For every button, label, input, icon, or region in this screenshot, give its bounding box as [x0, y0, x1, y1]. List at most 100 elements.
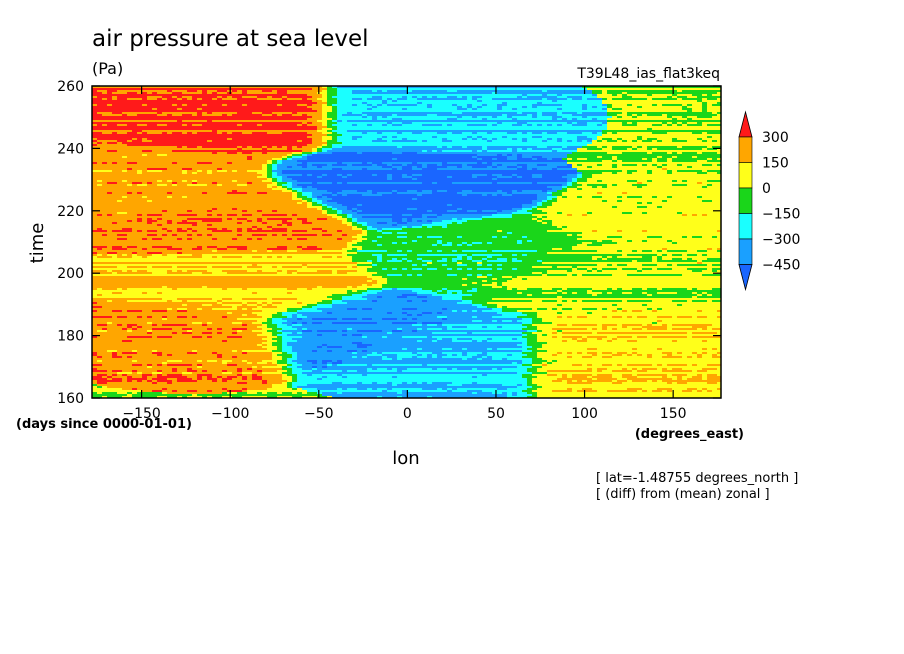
field-cell [102, 124, 107, 127]
field-cell [662, 324, 667, 327]
field-cell [612, 132, 617, 135]
field-cell [232, 328, 247, 331]
field-cell [262, 380, 267, 383]
field-cell [482, 262, 542, 265]
field-cell [702, 214, 707, 217]
field-cell [492, 164, 497, 167]
field-cell [152, 378, 167, 381]
field-cell [122, 374, 127, 377]
field-cell [272, 266, 277, 269]
field-cell [617, 324, 622, 327]
field-cell [427, 250, 432, 253]
field-cell [272, 164, 277, 167]
field-cell [272, 358, 282, 361]
field-cell [532, 362, 542, 365]
field-cell [587, 268, 592, 271]
field-cell [622, 94, 627, 97]
field-cell [427, 226, 432, 229]
field-cell [282, 328, 297, 331]
field-cell [537, 354, 552, 357]
field-cell [437, 214, 442, 217]
field-cell [642, 310, 652, 313]
field-cell [652, 336, 687, 339]
field-cell [567, 118, 572, 121]
field-cell [512, 394, 517, 397]
field-cell [492, 92, 497, 95]
field-cell [577, 178, 587, 181]
field-cell [147, 92, 152, 95]
field-cell [457, 250, 462, 253]
field-cell [322, 174, 327, 177]
field-cell [692, 332, 717, 335]
field-cell [197, 224, 207, 227]
field-cell [127, 144, 307, 147]
field-cell [217, 92, 227, 95]
field-cell [492, 162, 567, 165]
field-cell [572, 380, 577, 383]
field-cell [552, 148, 562, 151]
field-cell [702, 200, 712, 203]
field-cell [637, 376, 662, 379]
field-cell [417, 356, 427, 359]
field-cell [682, 304, 721, 307]
field-cell [192, 224, 197, 227]
field-cell [667, 200, 702, 203]
field-cell [482, 138, 487, 141]
field-cell [657, 292, 677, 295]
field-cell [387, 98, 392, 101]
field-cell [647, 170, 652, 173]
field-cell [577, 122, 587, 125]
field-cell [447, 226, 557, 229]
field-cell [717, 368, 721, 371]
field-cell [462, 354, 467, 357]
field-cell [402, 132, 412, 135]
field-cell [687, 166, 692, 169]
field-cell [612, 256, 617, 259]
field-cell [297, 310, 322, 313]
field-cell [712, 136, 721, 139]
field-cell [177, 228, 182, 231]
field-cell [482, 148, 487, 151]
field-cell [407, 348, 417, 351]
field-cell [452, 250, 457, 253]
field-cell [232, 350, 237, 353]
field-cell [502, 306, 507, 309]
field-cell [507, 154, 512, 157]
field-cell [472, 242, 482, 245]
field-cell [522, 148, 527, 151]
field-cell [532, 106, 537, 109]
field-cell [547, 222, 552, 225]
field-cell [642, 106, 682, 109]
field-cell [92, 286, 162, 289]
field-cell [537, 204, 542, 207]
field-cell [97, 330, 107, 333]
field-cell [377, 396, 382, 398]
field-cell [367, 350, 522, 353]
field-cell [117, 162, 127, 165]
field-cell [602, 352, 612, 355]
field-cell [517, 156, 522, 159]
field-cell [202, 364, 227, 367]
field-cell [297, 354, 367, 357]
field-cell [267, 192, 292, 195]
field-cell [417, 308, 442, 311]
field-cell [357, 204, 362, 207]
field-cell [502, 276, 512, 279]
field-cell [172, 246, 197, 249]
field-cell [512, 278, 522, 281]
field-cell [187, 368, 192, 371]
field-cell [712, 104, 721, 107]
field-cell [462, 384, 502, 387]
field-cell [497, 306, 502, 309]
field-cell [402, 166, 412, 169]
field-cell [182, 270, 187, 273]
field-cell [467, 348, 487, 351]
field-cell [92, 340, 122, 343]
field-cell [287, 272, 292, 275]
field-cell [582, 196, 592, 199]
field-cell [512, 190, 517, 193]
field-cell [537, 326, 602, 329]
field-cell [132, 394, 192, 397]
field-cell [592, 388, 627, 391]
field-cell [192, 328, 207, 331]
